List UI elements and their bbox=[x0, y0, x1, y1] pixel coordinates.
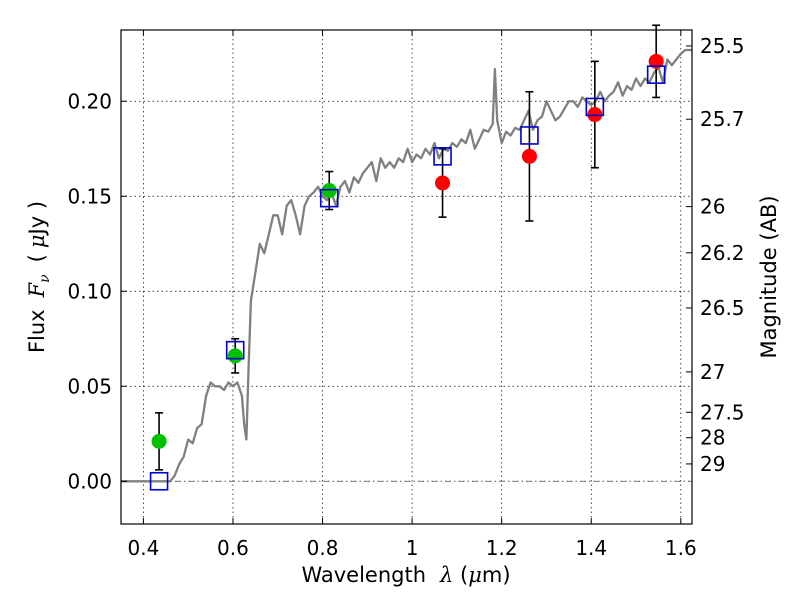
nir-point bbox=[435, 175, 451, 191]
x-tick-label: 1.2 bbox=[486, 536, 518, 560]
grid-lines bbox=[121, 30, 692, 524]
y-tick-label: 0.05 bbox=[67, 374, 112, 398]
model-box bbox=[585, 97, 605, 117]
model-box bbox=[225, 340, 245, 360]
spectrum-line bbox=[121, 48, 692, 483]
x-tick-label: 0.4 bbox=[127, 536, 159, 560]
x-tick-label: 1.4 bbox=[575, 536, 607, 560]
tick-marks bbox=[121, 30, 692, 524]
y-axis-title: FluxFν(μJy ) bbox=[25, 201, 53, 353]
y2-tick-label: 29 bbox=[700, 452, 725, 476]
y2-axis-title: Magnitude (AB) bbox=[757, 195, 781, 358]
x-axis-title: Wavelength λ (μm) bbox=[301, 563, 510, 587]
model-box bbox=[520, 126, 539, 145]
y2-tick-label: 27 bbox=[700, 360, 725, 384]
nir-point bbox=[648, 53, 664, 69]
model-box bbox=[433, 147, 452, 166]
y-tick-labels: 0.00 0.05 0.10 0.15 0.20 bbox=[67, 89, 112, 493]
x-tick-label: 0.8 bbox=[307, 536, 339, 560]
y-tick-label: 0.10 bbox=[67, 279, 112, 303]
y2-tick-label: 26.2 bbox=[700, 241, 745, 265]
nir-point bbox=[521, 148, 537, 164]
x-tick-label: 1 bbox=[406, 536, 419, 560]
model-box bbox=[646, 65, 666, 84]
x-tick-labels: 0.4 0.6 0.8 1 1.2 1.4 1.6 bbox=[127, 536, 696, 560]
points-layer bbox=[151, 53, 664, 449]
x-tick-label: 1.6 bbox=[665, 536, 697, 560]
model-box bbox=[319, 188, 339, 208]
y-tick-label: 0.20 bbox=[67, 89, 112, 113]
optical-point bbox=[321, 183, 337, 199]
y2-tick-label: 26 bbox=[700, 195, 725, 219]
optical-point bbox=[151, 433, 167, 449]
x-tick-label: 0.6 bbox=[217, 536, 249, 560]
nir-point bbox=[587, 107, 603, 123]
spectrum-layer bbox=[121, 48, 692, 483]
y2-tick-label: 28 bbox=[700, 426, 725, 450]
y2-tick-label: 26.5 bbox=[700, 296, 745, 320]
errorbar-layer bbox=[155, 24, 661, 471]
y2-tick-label: 25.5 bbox=[700, 34, 745, 58]
y2-tick-label: 27.5 bbox=[700, 400, 745, 424]
boxes-layer bbox=[149, 65, 666, 491]
model-box bbox=[149, 471, 169, 491]
plot-frame bbox=[120, 29, 693, 525]
y-tick-label: 0.15 bbox=[67, 184, 112, 208]
y2-tick-label: 25.7 bbox=[700, 107, 745, 131]
optical-point bbox=[227, 348, 243, 364]
y-tick-label: 0.00 bbox=[67, 469, 112, 493]
